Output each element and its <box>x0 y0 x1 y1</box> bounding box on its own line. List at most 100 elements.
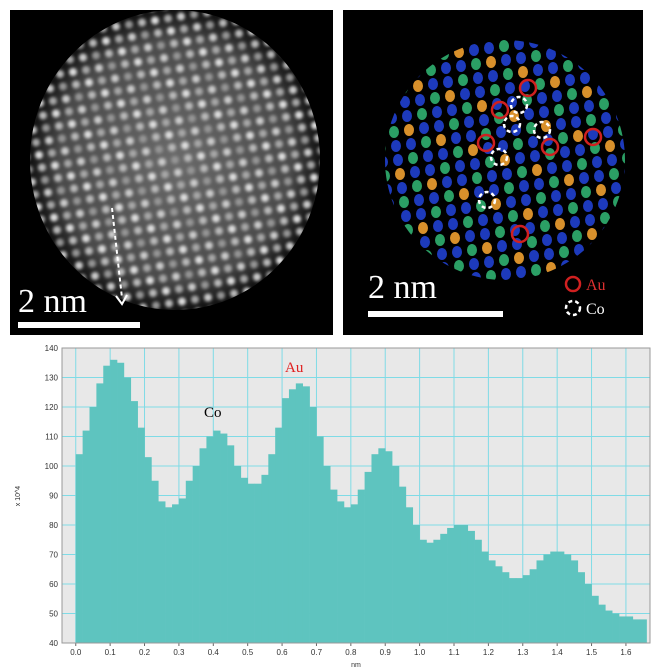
bar <box>571 560 578 643</box>
atom <box>98 245 106 253</box>
atom <box>583 200 593 212</box>
atom <box>182 258 190 266</box>
atom <box>173 221 181 229</box>
atom <box>138 19 146 27</box>
atom <box>598 198 608 210</box>
atom <box>159 275 167 283</box>
bar <box>640 619 647 643</box>
atom <box>295 111 303 119</box>
bar <box>488 560 495 643</box>
atom <box>80 2 88 10</box>
bar <box>523 575 530 643</box>
atom <box>144 212 152 220</box>
atom <box>176 233 184 241</box>
atom <box>186 50 194 58</box>
atom <box>518 66 528 78</box>
atom <box>532 164 542 176</box>
atom <box>273 244 281 252</box>
atom <box>504 182 514 194</box>
atom <box>323 3 331 11</box>
atom <box>429 192 439 204</box>
x-tick-label: 1.3 <box>517 648 529 657</box>
atom <box>182 90 190 98</box>
atom <box>228 57 236 65</box>
atom <box>529 250 539 262</box>
atom <box>59 83 67 91</box>
bar <box>426 543 433 643</box>
atom <box>127 254 135 262</box>
atom <box>513 138 523 150</box>
atom <box>475 86 485 98</box>
atom <box>536 192 546 204</box>
bar <box>433 540 440 643</box>
atom <box>219 188 227 196</box>
atom <box>115 204 123 212</box>
legend-label: Co <box>586 301 605 318</box>
atom <box>465 230 475 242</box>
x-tick-label: 0.8 <box>345 648 357 657</box>
atom <box>562 160 572 172</box>
atom <box>179 77 187 85</box>
atom <box>80 339 88 347</box>
atom <box>64 160 72 168</box>
atom <box>195 88 203 96</box>
atom <box>425 164 435 176</box>
atom <box>243 119 251 127</box>
atom <box>123 125 131 133</box>
bar <box>399 487 406 643</box>
bar <box>502 572 509 643</box>
bar <box>365 472 372 643</box>
y-tick-label: 100 <box>45 462 59 471</box>
atom <box>393 154 403 166</box>
atom <box>245 184 253 192</box>
atom <box>185 102 193 110</box>
atom <box>211 98 219 106</box>
atom <box>300 188 308 196</box>
atom <box>423 150 433 162</box>
atom <box>198 269 206 277</box>
atom <box>233 134 241 142</box>
atom <box>467 244 477 256</box>
atom <box>214 279 222 287</box>
atom <box>178 298 186 306</box>
atom <box>169 92 177 100</box>
atom <box>0 118 8 126</box>
atom <box>94 116 102 124</box>
atom <box>487 170 497 182</box>
atom <box>550 76 560 88</box>
atom <box>146 108 154 116</box>
atom <box>273 76 281 84</box>
atom <box>222 32 230 40</box>
atom <box>162 119 170 127</box>
atom <box>137 239 145 247</box>
atom <box>430 92 440 104</box>
atom <box>130 266 138 274</box>
atom <box>25 0 33 5</box>
atom <box>87 143 95 151</box>
atom <box>456 60 466 72</box>
atom <box>257 234 265 242</box>
y-tick-label: 120 <box>45 403 59 412</box>
atom <box>645 206 655 218</box>
atom <box>141 200 149 208</box>
atom <box>132 0 140 2</box>
atom <box>77 158 85 166</box>
atom <box>307 161 315 169</box>
scale-label: 2 nm <box>368 269 437 306</box>
atom <box>219 19 227 27</box>
atom <box>332 48 342 60</box>
bar <box>227 445 234 643</box>
atom <box>203 177 211 185</box>
atom <box>134 58 142 66</box>
atom <box>164 183 172 191</box>
atom <box>477 100 487 112</box>
atom <box>2 182 10 190</box>
atom <box>76 210 84 218</box>
atom <box>272 128 280 136</box>
atom <box>523 208 533 220</box>
atom <box>106 166 114 174</box>
atom <box>153 250 161 258</box>
atom <box>103 154 111 162</box>
y-tick-label: 90 <box>49 492 58 501</box>
atom <box>50 214 58 222</box>
